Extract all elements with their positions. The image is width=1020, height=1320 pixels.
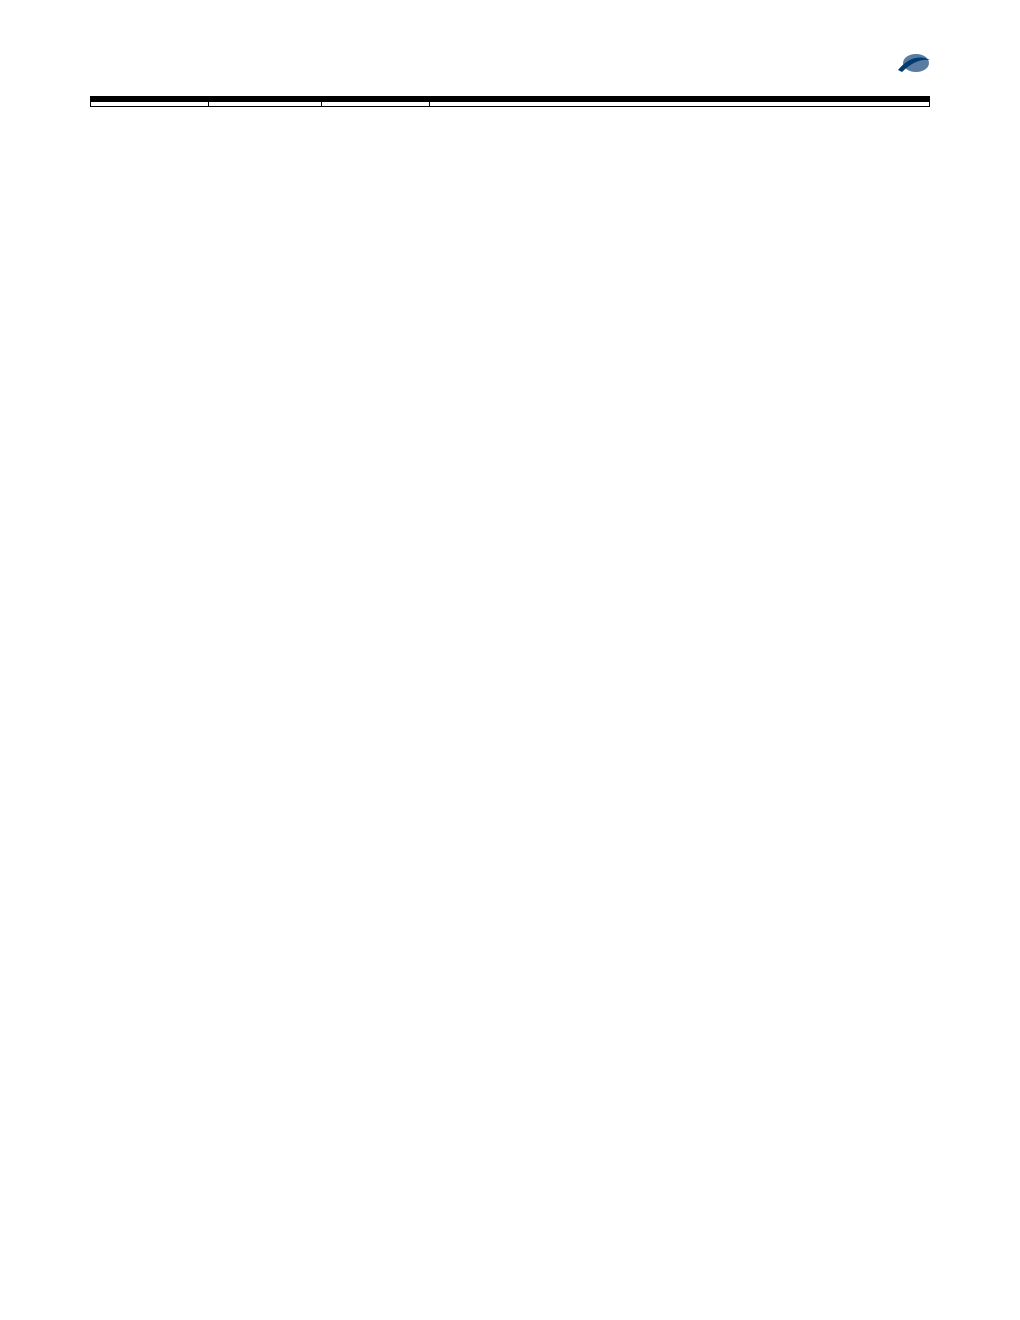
col-focus <box>430 102 930 107</box>
header-text-block <box>90 50 780 52</box>
col-action <box>322 102 430 107</box>
key-table-column-headers <box>91 102 930 107</box>
key-laws-table <box>90 96 930 107</box>
mde-logo <box>780 50 930 72</box>
col-act <box>209 102 322 107</box>
swoosh-icon <box>896 50 930 76</box>
col-mcl <box>91 102 209 107</box>
page-header <box>90 50 930 72</box>
